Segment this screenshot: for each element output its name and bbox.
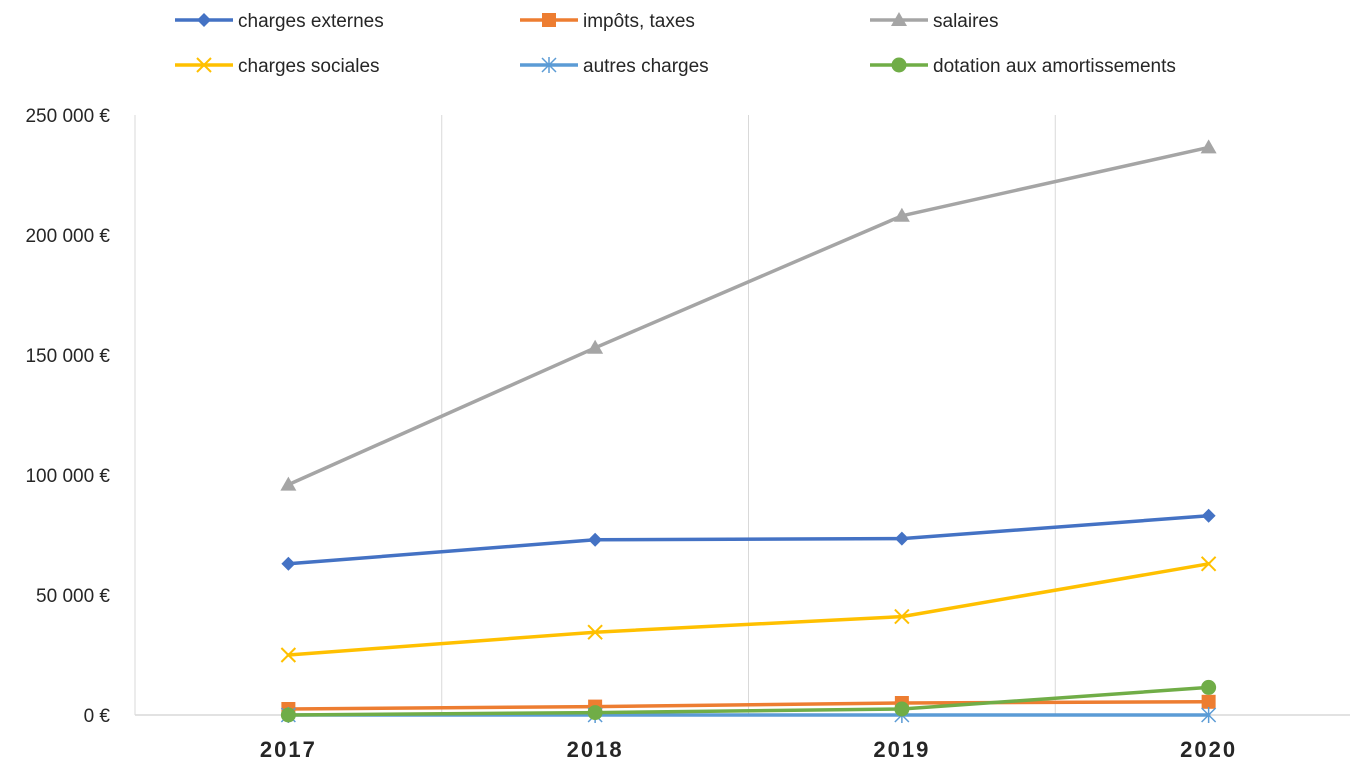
legend-marker-star bbox=[541, 57, 557, 73]
data-point-x bbox=[587, 624, 603, 640]
legend-label: charges externes bbox=[238, 11, 384, 32]
data-point-triangle bbox=[587, 339, 604, 354]
legend-item: salaires bbox=[870, 11, 998, 32]
legend-label: salaires bbox=[933, 11, 998, 32]
data-point-circle bbox=[1201, 679, 1217, 695]
x-axis: 2017 2018 2019 2020 bbox=[260, 737, 1237, 762]
data-point-triangle bbox=[1200, 139, 1217, 154]
legend-label: impôts, taxes bbox=[583, 11, 695, 32]
y-tick-label: 100 000 € bbox=[25, 466, 110, 487]
series-line bbox=[286, 700, 1211, 711]
y-tick-label: 50 000 € bbox=[36, 586, 110, 607]
legend-marker-x bbox=[196, 57, 212, 73]
y-tick-label: 0 € bbox=[84, 706, 111, 727]
data-point-circle bbox=[587, 705, 603, 721]
legend-marker-diamond bbox=[197, 13, 211, 27]
series-line bbox=[286, 562, 1211, 657]
data-point-triangle bbox=[280, 476, 297, 491]
data-point-triangle bbox=[893, 207, 910, 222]
legend: charges externes impôts, taxes salaires cha… bbox=[175, 11, 1176, 77]
legend-item: charges sociales bbox=[175, 56, 380, 77]
data-point-diamond bbox=[281, 556, 296, 571]
legend-label: autres charges bbox=[583, 56, 709, 77]
legend-item: charges externes bbox=[175, 11, 384, 32]
series-line bbox=[286, 685, 1211, 717]
legend-item: dotation aux amortissements bbox=[870, 56, 1176, 77]
x-tick-label: 2020 bbox=[1180, 737, 1237, 762]
series-layer bbox=[280, 139, 1217, 723]
legend-item: impôts, taxes bbox=[520, 11, 695, 32]
y-tick-label: 150 000 € bbox=[25, 346, 110, 367]
data-point-diamond bbox=[894, 531, 909, 546]
series-line bbox=[286, 145, 1211, 487]
x-tick-label: 2017 bbox=[260, 737, 317, 762]
x-tick-label: 2018 bbox=[567, 737, 624, 762]
data-point-diamond bbox=[588, 532, 603, 547]
legend-marker-circle bbox=[891, 57, 907, 73]
data-point-star bbox=[1201, 707, 1217, 723]
y-tick-label: 200 000 € bbox=[25, 226, 110, 247]
data-point-x bbox=[894, 608, 910, 625]
series-3 bbox=[280, 556, 1217, 663]
x-tick-label: 2019 bbox=[873, 737, 930, 762]
data-point-diamond bbox=[1201, 508, 1216, 523]
data-point-x bbox=[1200, 556, 1217, 572]
data-point-x bbox=[280, 647, 297, 663]
series-2 bbox=[280, 139, 1217, 491]
y-axis: 0 € 50 000 € 100 000 € 150 000 € 200 000 € 25… bbox=[25, 106, 110, 727]
data-point-square bbox=[1201, 694, 1216, 709]
legend-item: autres charges bbox=[520, 56, 709, 77]
legend-marker-triangle bbox=[891, 12, 907, 26]
data-point-circle bbox=[280, 707, 296, 723]
y-tick-label: 250 000 € bbox=[25, 106, 110, 127]
series-5 bbox=[280, 679, 1217, 723]
series-0 bbox=[281, 508, 1216, 571]
legend-label: dotation aux amortissements bbox=[933, 56, 1176, 77]
series-line bbox=[286, 514, 1211, 566]
legend-marker-square bbox=[542, 13, 556, 27]
legend-label: charges sociales bbox=[238, 56, 380, 77]
data-point-circle bbox=[894, 701, 910, 717]
